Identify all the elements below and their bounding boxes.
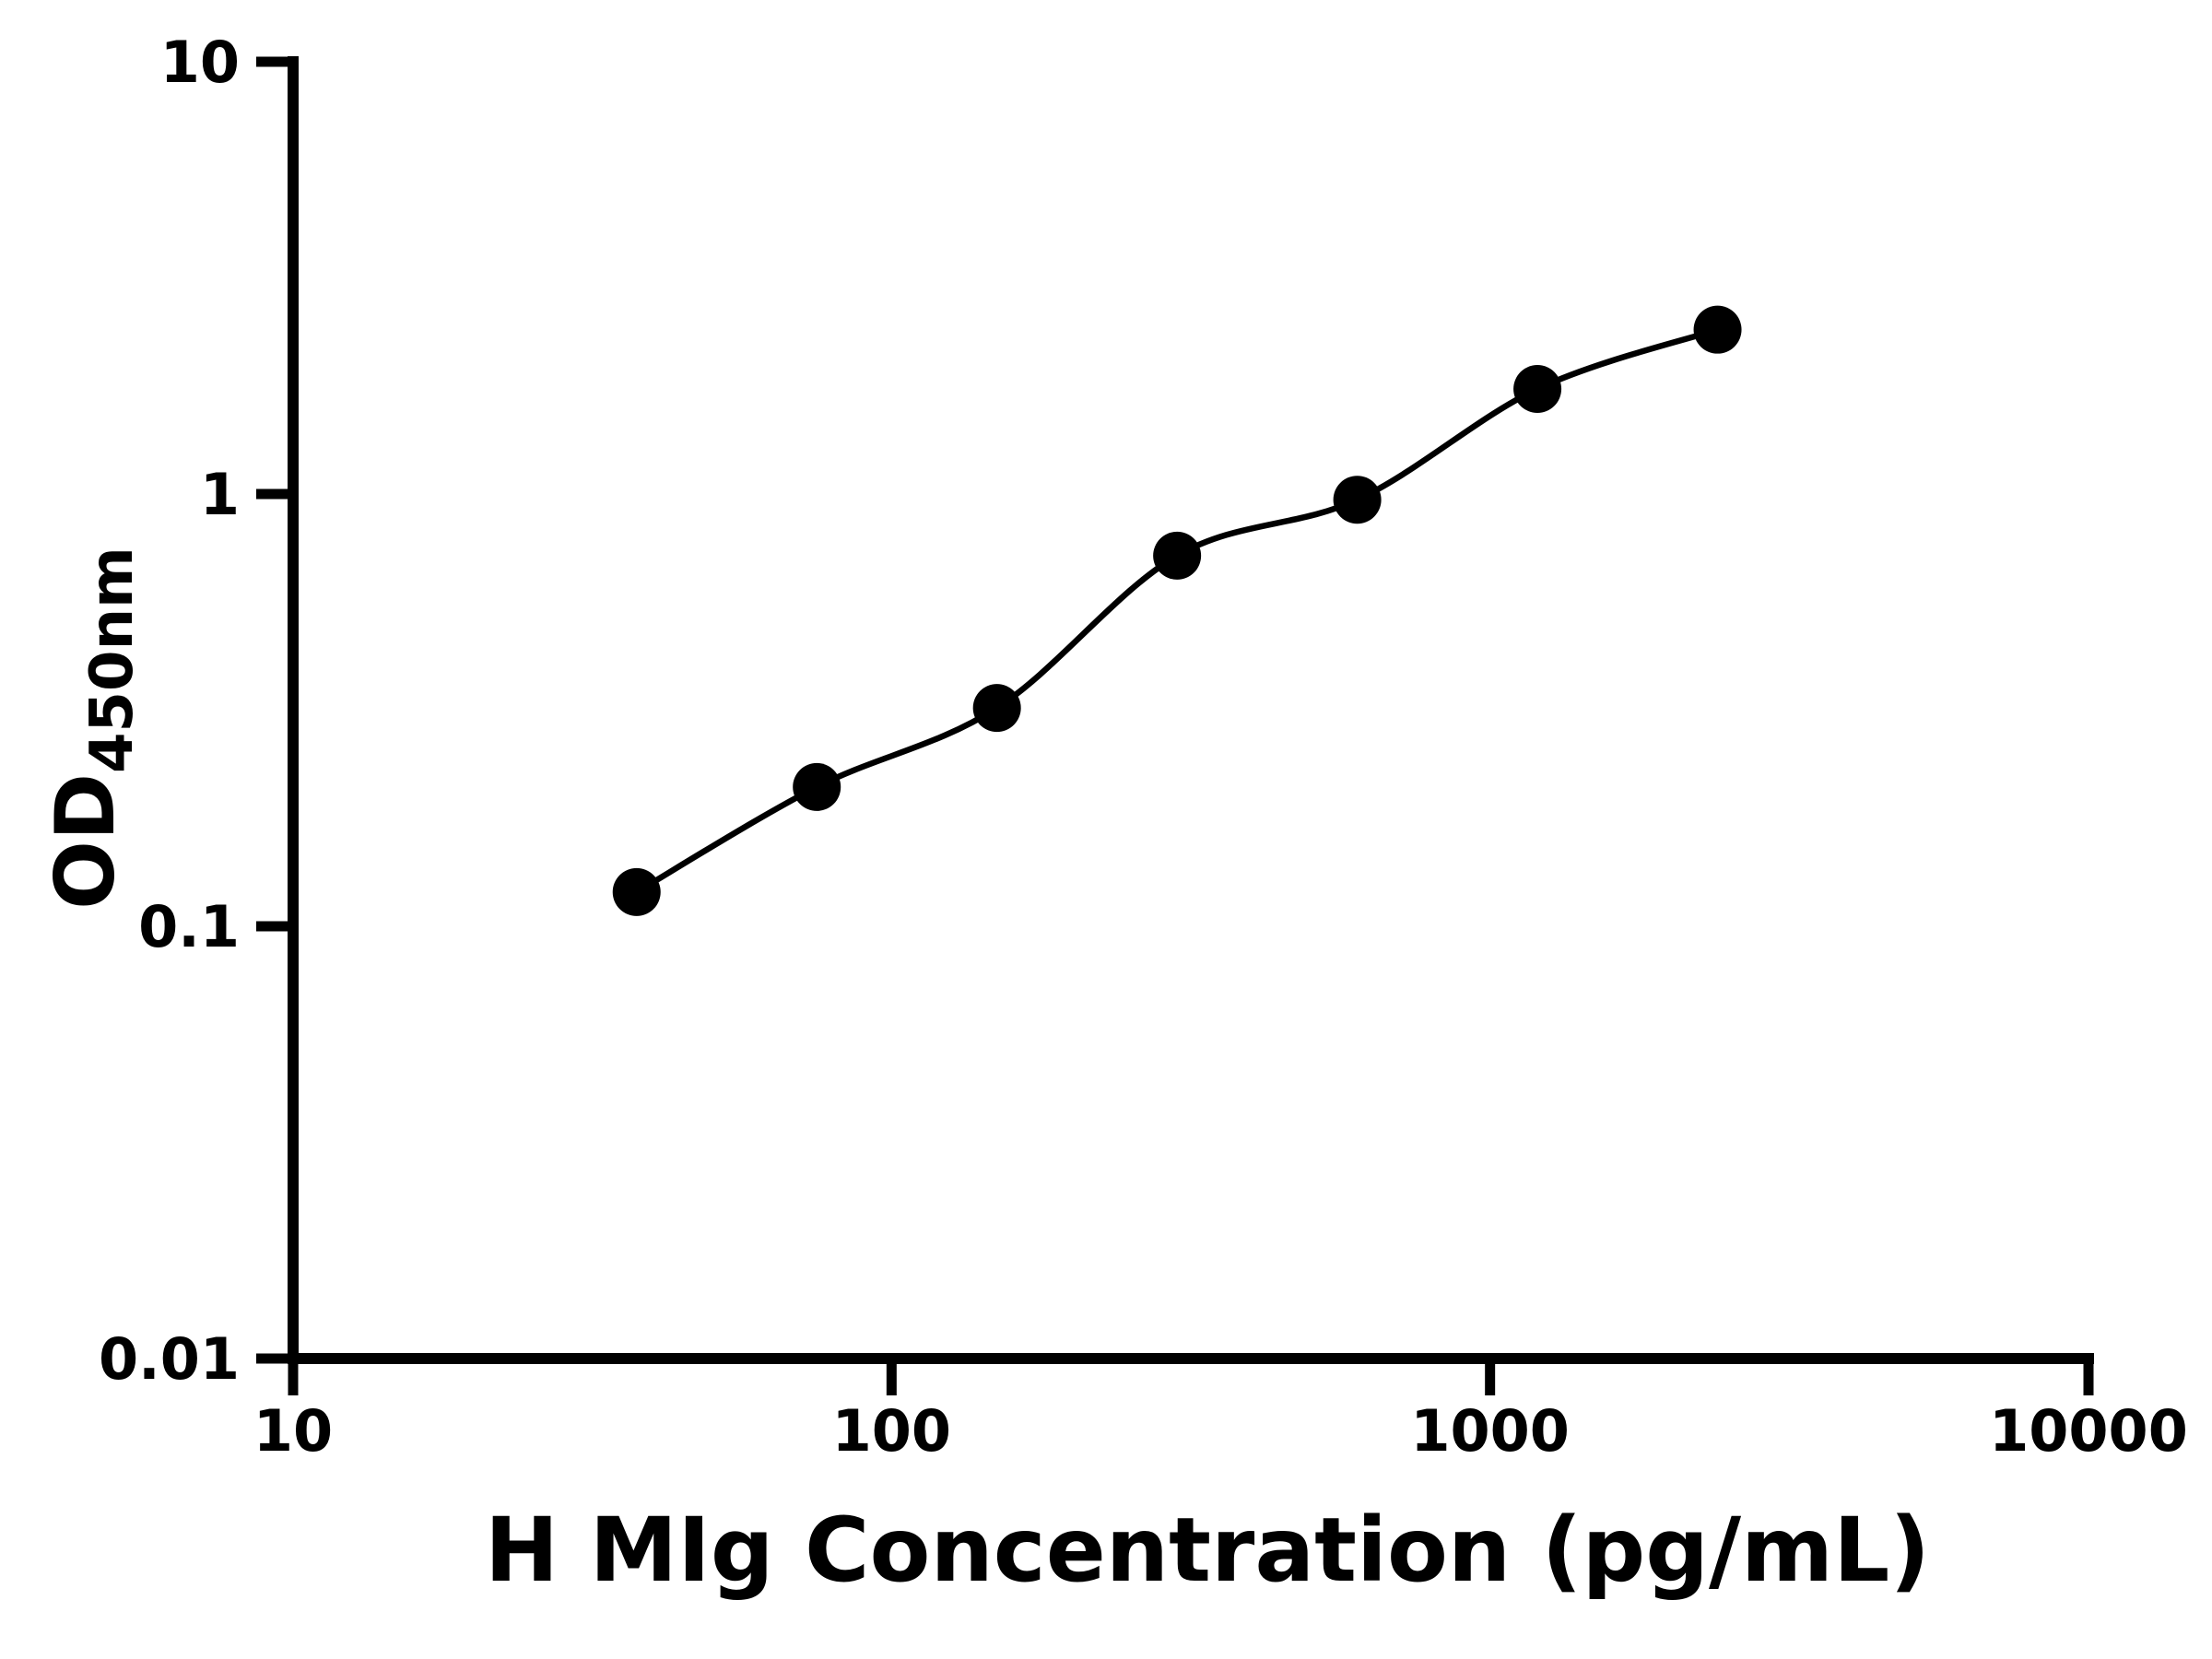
data-point (972, 684, 1021, 733)
y-tick-label: 10 (160, 29, 240, 96)
axis-spines (288, 56, 2094, 1364)
y-tick-label: 0.01 (99, 1325, 240, 1393)
x-tick-label: 1000 (1410, 1397, 1570, 1465)
x-axis-title: H MIg Concentration (pg/mL) (485, 1499, 1930, 1602)
plot-series (612, 305, 1742, 916)
data-point (1333, 476, 1382, 524)
data-point (793, 762, 841, 811)
x-tick-label: 10 (253, 1397, 333, 1465)
y-axis-title-sub: 450nm (78, 547, 147, 773)
x-tick-label: 100 (832, 1397, 951, 1465)
data-point (1693, 305, 1742, 354)
tick-labels: 10 100 1000 10000 0.01 0.1 1 10 (99, 29, 2188, 1465)
data-point (612, 867, 661, 916)
axes (256, 56, 2094, 1395)
data-point (1153, 531, 1202, 580)
y-tick-label: 0.1 (138, 893, 240, 960)
y-axis-title: OD450nm (38, 547, 147, 910)
fit-curve (635, 326, 1719, 895)
x-tick-label: 10000 (1989, 1397, 2188, 1465)
y-tick-label: 1 (200, 461, 240, 528)
data-point (1513, 365, 1562, 414)
y-axis-title-main: OD (38, 773, 133, 910)
